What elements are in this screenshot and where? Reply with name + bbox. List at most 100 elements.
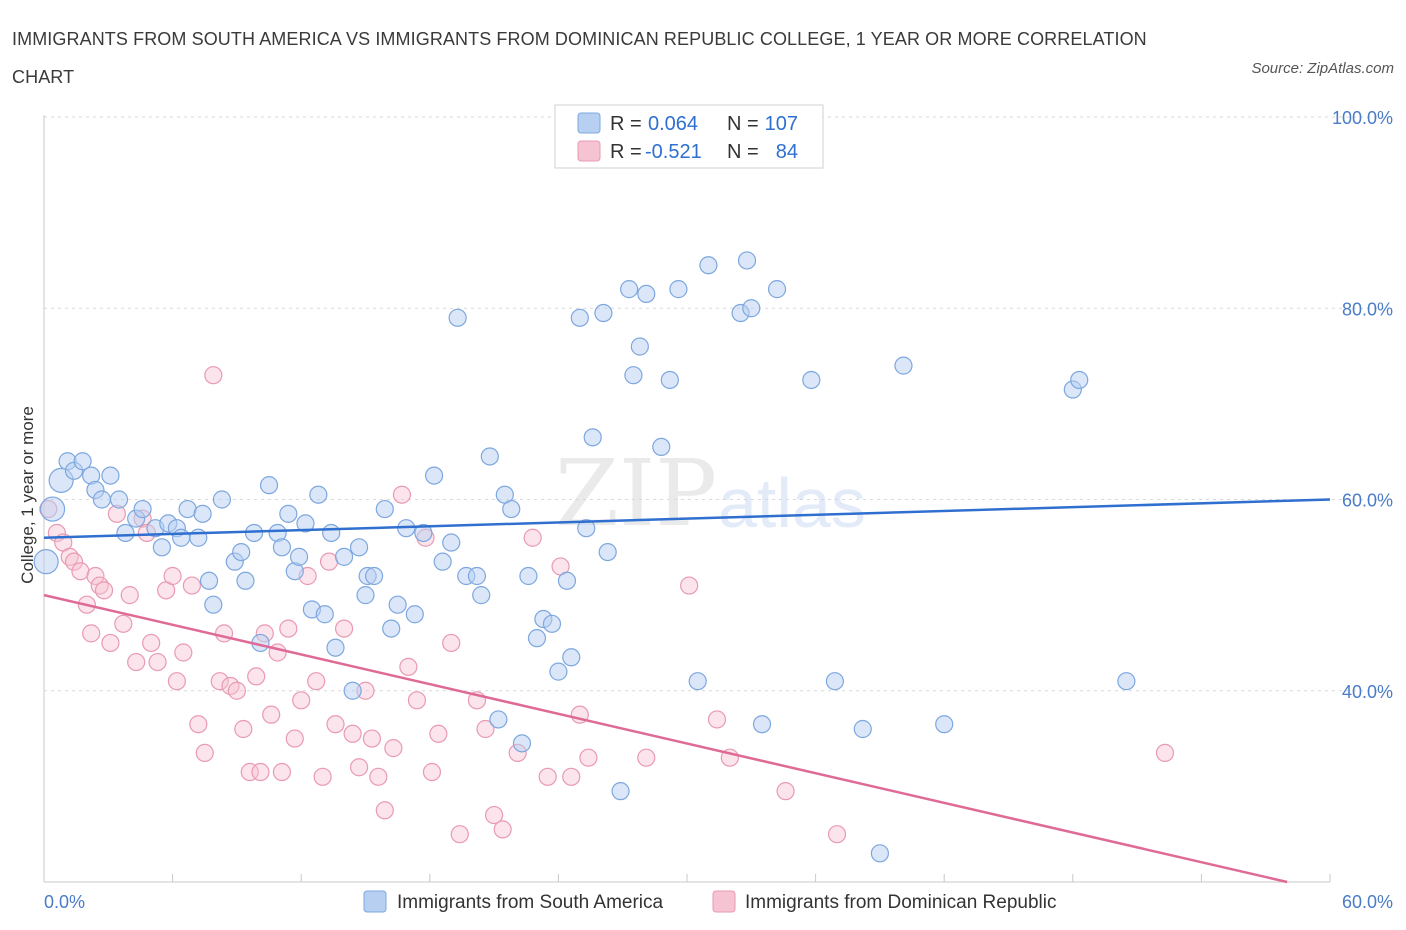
point-dominican-republic-5	[71, 562, 90, 581]
point-south-america-19	[178, 499, 197, 519]
point-dominican-republic-60	[422, 762, 442, 782]
point-dominican-republic-8	[86, 566, 105, 586]
point-south-america-44	[349, 538, 369, 557]
point-south-america-43	[343, 681, 362, 700]
point-south-america-79	[620, 280, 639, 299]
trend-lines	[43, 498, 1331, 884]
point-south-america-60	[472, 586, 491, 605]
point-south-america-101	[1117, 672, 1136, 691]
y-tick-label-0: 100.0%	[1332, 108, 1393, 128]
point-south-america-42	[334, 547, 354, 566]
point-south-america-30	[259, 476, 279, 495]
point-dominican-republic-57	[399, 657, 418, 676]
point-dominican-republic-10	[94, 581, 114, 600]
point-south-america-70	[549, 662, 568, 681]
point-dominican-republic-77	[707, 710, 727, 729]
point-south-america-36	[296, 514, 315, 533]
y-tick-label-1: 80.0%	[1342, 299, 1393, 319]
bottom-legend-swatch-blue	[363, 890, 387, 913]
point-dominican-republic-49	[343, 724, 362, 743]
point-south-america-50	[388, 595, 407, 614]
point-dominican-republic-13	[114, 614, 133, 633]
y-tick-label-3: 40.0%	[1342, 682, 1393, 702]
point-dominican-republic-52	[362, 729, 382, 748]
bottom-legend-label-south-america: Immigrants from South America	[397, 892, 664, 913]
point-dominican-republic-63	[450, 825, 469, 844]
point-south-america-94	[825, 672, 844, 691]
point-dominican-republic-55	[384, 739, 403, 758]
trend-line-dominican-republic	[43, 593, 1288, 884]
point-south-america-53	[414, 523, 433, 543]
x-tick-label-max: 60.0%	[1342, 892, 1393, 912]
point-south-america-15	[152, 538, 171, 557]
point-south-america-93	[802, 370, 821, 390]
point-south-america-24	[212, 490, 231, 509]
point-dominican-republic-66	[485, 805, 504, 825]
point-dominican-republic-23	[174, 643, 193, 662]
point-dominican-republic-48	[334, 619, 354, 638]
point-south-america-38	[309, 485, 328, 504]
point-dominican-republic-14	[120, 586, 139, 605]
point-south-america-97	[894, 356, 913, 375]
point-south-america-71	[557, 571, 577, 590]
point-dominican-republic-74	[579, 748, 598, 767]
series-legend: Immigrants from South America Immigrants…	[363, 890, 1057, 913]
point-dominican-republic-53	[369, 767, 388, 786]
point-dominican-republic-39	[272, 762, 292, 782]
point-dominican-republic-18	[142, 633, 161, 653]
y-tick-label-2: 60.0%	[1342, 491, 1393, 511]
grid-lines	[44, 116, 1393, 692]
point-dominican-republic-19	[148, 652, 167, 672]
source-credit: Source: ZipAtlas.com	[1251, 60, 1394, 77]
point-dominican-republic-75	[637, 748, 656, 767]
legend-r-label-2: R =	[610, 141, 642, 163]
point-south-america-5	[73, 452, 92, 471]
point-south-america-77	[598, 542, 617, 562]
trend-line-south-america	[43, 498, 1331, 539]
point-south-america-32	[272, 538, 292, 557]
point-south-america-74	[577, 519, 596, 538]
y-axis-label: College, 1 year or more	[18, 406, 37, 584]
point-dominican-republic-34	[247, 667, 266, 686]
point-south-america-98	[935, 715, 954, 734]
point-south-america-67	[527, 629, 547, 648]
point-south-america-11	[116, 523, 135, 543]
point-south-america-8	[92, 490, 111, 509]
point-south-america-80	[624, 366, 643, 385]
legend-n-value-1: 107	[765, 113, 798, 135]
point-dominican-republic-65	[476, 719, 495, 739]
point-south-america-55	[433, 552, 452, 571]
x-ticks	[172, 874, 1331, 882]
series-south-america-points	[33, 251, 1136, 863]
point-south-america-47	[364, 566, 384, 586]
point-dominican-republic-24	[182, 576, 201, 595]
point-south-america-39	[315, 605, 334, 624]
point-dominican-republic-61	[429, 724, 448, 743]
point-south-america-54	[424, 466, 444, 485]
point-dominican-republic-11	[101, 633, 120, 653]
point-south-america-89	[737, 251, 757, 270]
point-dominican-republic-44	[307, 672, 326, 691]
point-dominican-republic-27	[204, 366, 223, 385]
watermark: ZIP atlas	[555, 440, 866, 547]
legend-r-value-1: 0.064	[648, 113, 698, 135]
point-dominican-republic-58	[407, 691, 427, 710]
point-south-america-23	[204, 595, 223, 614]
point-dominican-republic-76	[680, 576, 699, 595]
point-dominican-republic-42	[292, 691, 311, 710]
point-south-america-57	[448, 308, 467, 327]
point-dominican-republic-40	[279, 619, 298, 638]
point-dominican-republic-31	[227, 681, 246, 700]
point-dominican-republic-26	[195, 743, 214, 763]
point-south-america-78	[611, 782, 630, 801]
point-dominican-republic-81	[1155, 743, 1175, 763]
point-dominican-republic-56	[392, 485, 412, 504]
correlation-legend: R = 0.064 N = 107 R = -0.521 N = 84	[554, 104, 824, 169]
point-south-america-72	[562, 648, 581, 667]
point-south-america-18	[172, 528, 191, 547]
point-dominican-republic-41	[285, 729, 304, 748]
point-south-america-40	[322, 523, 341, 543]
point-south-america-13	[133, 499, 152, 519]
point-south-america-35	[289, 547, 309, 566]
point-dominican-republic-70	[538, 767, 557, 786]
